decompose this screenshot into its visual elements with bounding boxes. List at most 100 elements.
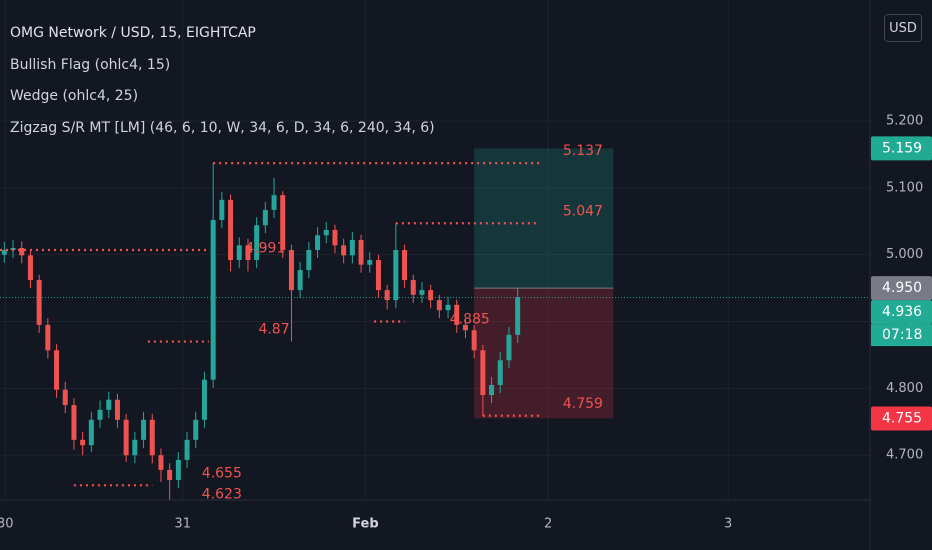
candle-body xyxy=(236,245,242,261)
grid xyxy=(0,0,870,500)
candle-body xyxy=(384,290,390,301)
price-badge xyxy=(871,136,932,161)
pivot-label: 4.991 xyxy=(245,241,285,257)
candle-body xyxy=(306,250,312,271)
candle-body xyxy=(471,330,477,351)
candle-body xyxy=(436,300,442,311)
x-tick-label: 31 xyxy=(174,517,191,532)
price-badge xyxy=(871,276,932,301)
indicator: Zigzag S/R MT [LM] (46, 6, 10, W, 34, 6,… xyxy=(10,119,435,136)
y-tick-label: 4.800 xyxy=(886,381,923,396)
candle-body xyxy=(506,334,512,361)
candle-body xyxy=(254,225,260,261)
candle-body xyxy=(349,239,355,256)
pivot-label: 5.137 xyxy=(563,143,603,159)
candle-body xyxy=(141,419,147,440)
candle-body xyxy=(515,297,521,335)
symbol-title: OMG Network / USD, 15, EIGHTCAP xyxy=(10,25,256,41)
candle-body xyxy=(410,280,416,295)
x-tick-label: 3 xyxy=(724,517,732,532)
pivot-label: 4.655 xyxy=(202,465,242,481)
axes: 5.2005.1005.0004.9004.8004.7003031Feb235… xyxy=(0,113,932,532)
candle-body xyxy=(36,280,42,325)
countdown: 07:18 xyxy=(882,327,922,343)
candle-body xyxy=(201,379,207,420)
candle-body xyxy=(114,399,120,420)
candle-body xyxy=(262,209,268,226)
candle-body xyxy=(27,255,33,281)
candle-body xyxy=(184,439,190,460)
candle-body xyxy=(245,245,251,261)
y-tick-label: 5.000 xyxy=(886,247,923,262)
candle-body xyxy=(332,229,338,246)
price-badge-label: 4.950 xyxy=(882,280,922,296)
candle-body xyxy=(158,455,164,470)
candle-body xyxy=(71,405,77,440)
pivot-label: 4.87 xyxy=(258,322,289,338)
indicator: Bullish Flag (ohlc4, 15) xyxy=(10,56,171,73)
candle-body xyxy=(428,290,434,301)
candle-body xyxy=(97,409,103,420)
candle-body xyxy=(45,324,51,351)
pivot-label: 4.759 xyxy=(563,396,603,412)
candle-body xyxy=(123,419,129,456)
candle-body xyxy=(193,419,199,440)
currency-button[interactable]: USD xyxy=(884,14,922,42)
y-tick-label: 5.200 xyxy=(886,113,923,128)
candle-body xyxy=(132,439,138,456)
x-tick-label: Feb xyxy=(352,517,378,532)
pivot-label: 4.885 xyxy=(450,312,490,328)
candle-body xyxy=(402,250,408,281)
candle-body xyxy=(497,360,503,386)
candle-body xyxy=(19,247,25,256)
candle-body xyxy=(280,195,286,250)
candle-body xyxy=(62,389,68,406)
indicator: Wedge (ohlc4, 25) xyxy=(10,88,139,104)
candle-body xyxy=(367,260,373,265)
candle-body xyxy=(297,270,303,291)
candle-body xyxy=(323,229,329,236)
candle-body xyxy=(454,304,460,325)
x-tick-label: 30 xyxy=(0,517,13,532)
candle-body xyxy=(462,324,468,331)
plot-area: 4.991 4.87 4.885 4.655 4.623 5.137 5.047 4.759 xyxy=(0,143,870,503)
y-tick-label: 4.700 xyxy=(886,448,923,463)
price-badge-label: 5.159 xyxy=(882,140,922,156)
pivot-label: 4.623 xyxy=(202,487,242,503)
y-tick-label: 5.100 xyxy=(886,180,923,195)
legend: OMG Network / USD, 15, EIGHTCAP Bullish … xyxy=(10,18,435,144)
candle-body xyxy=(1,250,7,255)
candle-body xyxy=(54,350,60,390)
take-profit-zone xyxy=(474,148,614,289)
candle-body xyxy=(210,219,216,380)
candle-body xyxy=(341,245,347,256)
candle-body xyxy=(393,250,399,301)
candle-body xyxy=(358,239,364,265)
candle-body xyxy=(445,304,451,311)
candle-body xyxy=(219,199,225,220)
candle-body xyxy=(271,195,277,210)
price-badge-label: 4.936 xyxy=(882,304,922,320)
candle-body xyxy=(88,419,94,446)
candle-body xyxy=(106,399,112,410)
price-badge xyxy=(871,406,932,431)
price-badge xyxy=(871,300,932,325)
candle-body xyxy=(167,469,173,480)
candle-body xyxy=(489,385,495,396)
candle-body xyxy=(228,199,234,261)
candle-body xyxy=(419,290,425,295)
candle-body xyxy=(175,459,181,480)
x-tick-label: 2 xyxy=(544,517,552,532)
countdown-badge xyxy=(871,324,932,347)
candle-body xyxy=(480,350,486,396)
price-badge-label: 4.755 xyxy=(882,410,922,426)
candle-body xyxy=(375,260,381,291)
stop-loss-zone xyxy=(474,288,614,419)
candle-body xyxy=(80,439,86,446)
pivot-label: 5.047 xyxy=(563,203,603,219)
candle-body xyxy=(288,250,294,291)
candle-body xyxy=(149,419,155,456)
candle-body xyxy=(315,235,321,250)
